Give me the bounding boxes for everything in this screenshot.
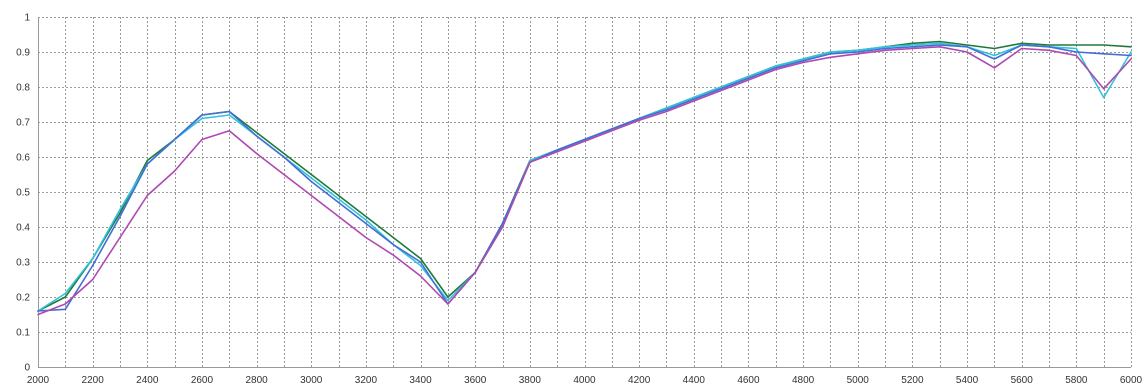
y-tick-label: 0.8 bbox=[16, 83, 30, 94]
y-tick-label: 0.4 bbox=[16, 223, 30, 234]
x-tick-label: 3400 bbox=[409, 375, 432, 386]
y-tick-label: 0.2 bbox=[16, 293, 30, 304]
x-tick-label: 4800 bbox=[792, 375, 815, 386]
x-tick-label: 2400 bbox=[136, 375, 159, 386]
x-tick-label: 2000 bbox=[27, 375, 50, 386]
x-tick-label: 3800 bbox=[519, 375, 542, 386]
series-layer bbox=[37, 40, 1132, 316]
series-line-3 bbox=[37, 44, 1132, 312]
x-tick-label: 2200 bbox=[82, 375, 105, 386]
x-tick-label: 4400 bbox=[683, 375, 706, 386]
axis-layer bbox=[38, 17, 1131, 368]
y-tick-label: 0 bbox=[24, 363, 30, 374]
x-tick-label: 3000 bbox=[300, 375, 323, 386]
tick-label-layer: 0 0.1 0.2 0.3 0.4 0.5 0.6 0.7 0.8 0.9 1 2000 2200 240… bbox=[16, 13, 1142, 387]
x-tick-label: 6000 bbox=[1120, 375, 1143, 386]
y-tick-label: 0.6 bbox=[16, 153, 30, 164]
y-tick-label: 1 bbox=[24, 13, 30, 24]
y-tick-label: 0.5 bbox=[16, 188, 30, 199]
x-tick-label: 5200 bbox=[901, 375, 924, 386]
x-tick-label: 4200 bbox=[628, 375, 651, 386]
x-tick-label: 5400 bbox=[956, 375, 979, 386]
y-tick-label: 0.9 bbox=[16, 48, 30, 59]
x-tick-label: 2600 bbox=[191, 375, 214, 386]
series-line-4 bbox=[37, 45, 1132, 316]
x-tick-label: 5000 bbox=[847, 375, 870, 386]
x-tick-label: 5800 bbox=[1065, 375, 1088, 386]
x-tick-label: 2800 bbox=[245, 375, 268, 386]
x-tick-label: 4000 bbox=[573, 375, 596, 386]
grid-layer bbox=[38, 17, 1132, 368]
x-tick-label: 5600 bbox=[1011, 375, 1034, 386]
x-tick-label: 3600 bbox=[464, 375, 487, 386]
x-tick-label: 3200 bbox=[355, 375, 378, 386]
y-tick-label: 0.7 bbox=[16, 118, 30, 129]
x-tick-label: 4600 bbox=[737, 375, 760, 386]
y-tick-label: 0.3 bbox=[16, 258, 30, 269]
y-tick-label: 0.1 bbox=[16, 328, 30, 339]
